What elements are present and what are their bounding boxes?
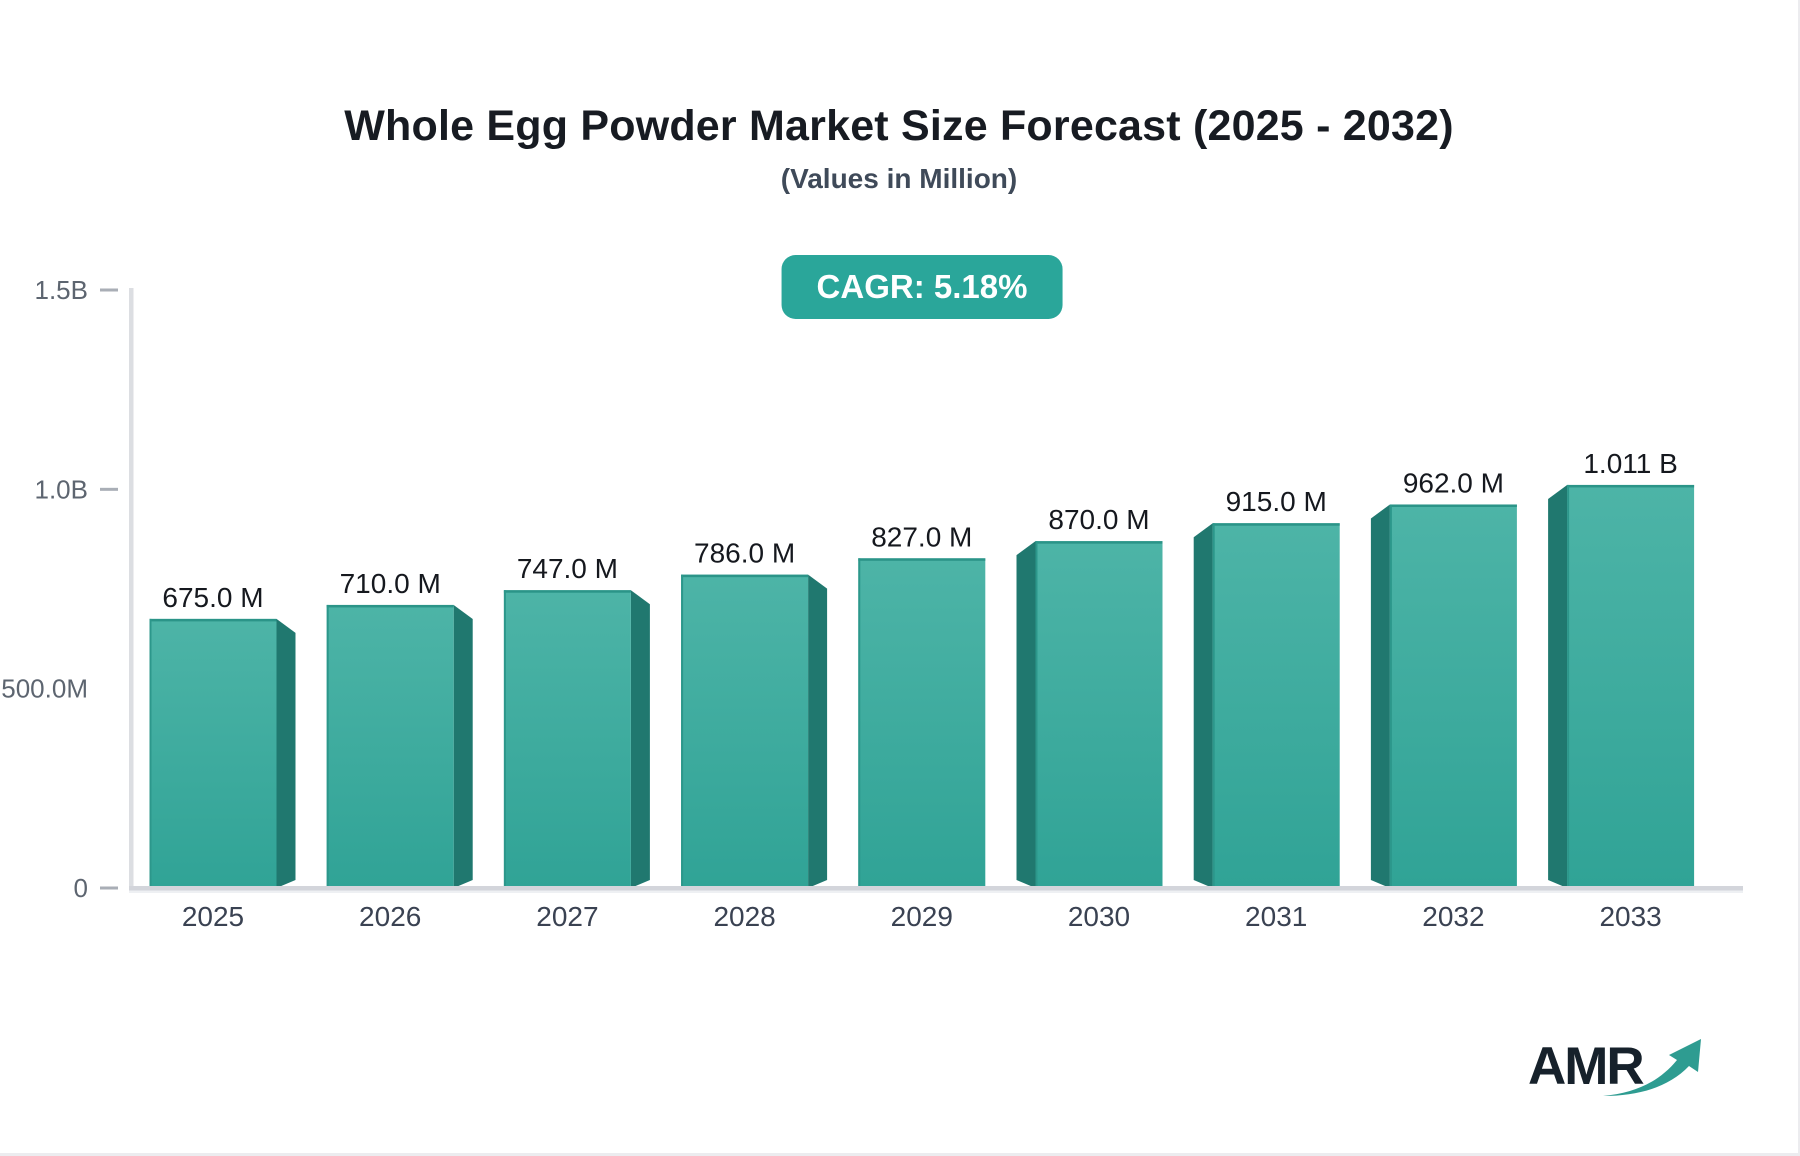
bar-2030 <box>1035 541 1163 888</box>
bar-top-edge <box>681 574 809 578</box>
bar-2028 <box>681 574 809 888</box>
y-axis-tick <box>100 886 118 890</box>
x-axis-label: 2033 <box>1599 901 1661 932</box>
x-axis-label: 2031 <box>1245 901 1307 932</box>
bar-left-edge <box>1389 504 1392 888</box>
bar-2026 <box>326 604 454 888</box>
x-axis-label: 2026 <box>359 901 421 932</box>
bar-value-label: 786.0 M <box>694 538 795 569</box>
bar-side-face <box>1193 523 1213 888</box>
bar-2031 <box>1212 523 1340 888</box>
bar-left-edge <box>1567 484 1570 888</box>
amr-logo-text: AMR <box>1528 1037 1645 1096</box>
bar-value-label: 915.0 M <box>1226 486 1327 517</box>
x-axis-label: 2027 <box>536 901 598 932</box>
bar-side-face <box>1016 541 1036 888</box>
bar-left-edge <box>681 574 684 888</box>
bar-left-edge <box>858 558 861 888</box>
y-axis-tick <box>100 487 118 491</box>
bar-value-label: 710.0 M <box>340 568 441 599</box>
bar-2033 <box>1567 484 1695 888</box>
cagr-badge: CAGR: 5.18% <box>781 255 1063 319</box>
y-axis-line <box>129 288 134 890</box>
bar-left-edge <box>503 590 506 888</box>
bar-top-edge <box>1212 523 1340 526</box>
bar-side-face <box>1370 504 1390 888</box>
x-axis-label: 2030 <box>1068 901 1130 932</box>
bar-2032 <box>1389 504 1517 888</box>
bar-top-edge <box>1567 484 1695 488</box>
bar-left-edge <box>1035 541 1038 888</box>
bar-2025 <box>149 618 277 888</box>
bar-value-label: 747.0 M <box>517 553 618 584</box>
amr-logo: AMR <box>1528 1036 1728 1108</box>
bar-top-edge <box>1035 541 1163 544</box>
bar-side-face <box>276 618 296 888</box>
bar-top-edge <box>858 558 986 561</box>
x-axis-shadow <box>129 890 1743 893</box>
bar-top-edge <box>503 590 631 593</box>
bar-side-face <box>453 604 473 888</box>
x-axis-label: 2025 <box>182 901 244 932</box>
x-axis-line <box>129 886 1743 891</box>
bar-top-edge <box>149 618 277 622</box>
bar-side-face <box>808 574 828 888</box>
bar-value-label: 870.0 M <box>1048 504 1149 535</box>
bar-left-edge <box>326 604 329 888</box>
y-axis-tick <box>100 288 118 292</box>
chart-subtitle: (Values in Million) <box>780 163 1018 194</box>
bar-top-edge <box>326 604 454 608</box>
y-axis-label: 1.0B <box>35 474 89 504</box>
bar-top-edge <box>1389 504 1517 507</box>
bar-value-label: 1.011 B <box>1583 448 1677 479</box>
bar-side-face <box>1548 484 1568 888</box>
bar-2029 <box>858 558 986 888</box>
x-axis-label: 2028 <box>713 901 775 932</box>
growth-arrow-icon <box>1603 1039 1701 1096</box>
x-axis-label: 2032 <box>1422 901 1484 932</box>
bar-value-label: 827.0 M <box>871 521 972 552</box>
y-axis-label: 1.5B <box>35 275 89 305</box>
bar-value-label: 962.0 M <box>1403 467 1504 498</box>
bar-left-edge <box>149 618 152 888</box>
bar-side-face <box>630 590 650 888</box>
bar-2027 <box>503 590 631 888</box>
bar-left-edge <box>1212 523 1215 888</box>
y-axis-label: 0 <box>74 873 88 903</box>
x-axis-label: 2029 <box>891 901 953 932</box>
chart-title: Whole Egg Powder Market Size Forecast (2… <box>344 102 1454 150</box>
y-axis-label: 500.0M <box>1 674 88 704</box>
bar-value-label: 675.0 M <box>162 582 263 613</box>
